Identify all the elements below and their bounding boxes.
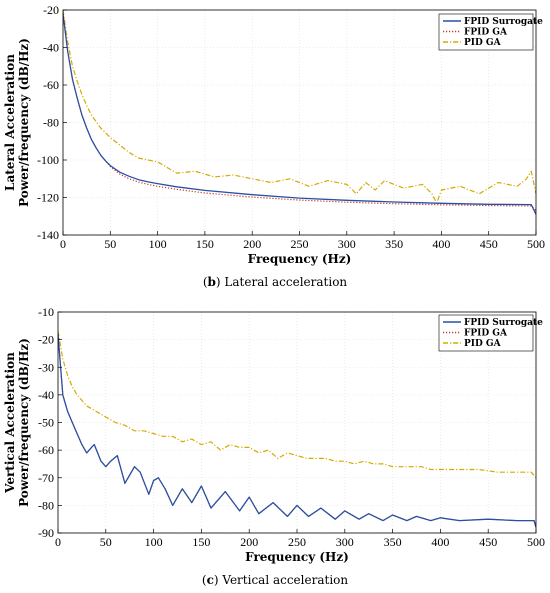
x-tick-label: 300 (336, 535, 354, 549)
legend-entry: FPID Surrogate (464, 17, 543, 27)
legend-box (438, 314, 534, 352)
y-tick-label: -20 (43, 3, 59, 17)
caption-letter: c (207, 573, 214, 587)
series-line-pid-ga (63, 10, 536, 204)
x-tick-label: 400 (431, 535, 449, 549)
y-tick-label: -50 (38, 416, 54, 430)
x-tick-label: 200 (243, 237, 261, 251)
caption-paren-open: ( (203, 275, 208, 289)
legend-box (438, 13, 534, 51)
y-axis-label: Power/frequency (dB/Hz) (17, 338, 31, 507)
y-tick-label: -40 (38, 388, 54, 402)
series-group (63, 10, 536, 215)
y-tick-label: -10 (38, 305, 54, 319)
y-tick-label: -60 (43, 78, 59, 92)
y-tick-label: -140 (37, 228, 59, 242)
y-tick-label: -20 (38, 333, 54, 347)
y-tick-label: -120 (37, 191, 59, 205)
y-tick-label: -60 (38, 443, 54, 457)
caption-text: Lateral acceleration (224, 275, 347, 289)
series-line-pid-ga (58, 331, 536, 479)
legend-entry: PID GA (464, 339, 502, 349)
series-line-fpid-surrogate (63, 13, 536, 215)
vertical-acceleration-chart: 0 50 100 150 200 250 300 350 400 450 500 -90 -80 -70 -… (3, 305, 545, 587)
x-tick-label: 300 (338, 237, 356, 251)
x-tick-label: 450 (480, 237, 498, 251)
x-tick-label: 350 (384, 535, 402, 549)
y-tick-label: -70 (38, 471, 54, 485)
y-tick-label: -90 (38, 526, 54, 540)
x-tick-label: 450 (479, 535, 497, 549)
legend-entry: FPID GA (464, 329, 508, 339)
x-axis-label: Frequency (Hz) (245, 550, 349, 564)
x-tick-label: 500 (527, 237, 545, 251)
y-axis-label: Power/frequency (dB/Hz) (17, 38, 31, 207)
figure-caption: (c) Vertical acceleration (202, 573, 349, 587)
x-tick-label: 100 (145, 535, 163, 549)
legend-entry: FPID Surrogate (464, 318, 543, 328)
y-tick-label: -100 (37, 153, 59, 167)
x-tick-label: 250 (288, 535, 306, 549)
legend-entry: PID GA (464, 38, 502, 48)
y-tick-label: -40 (43, 41, 59, 55)
x-tick-label: 400 (432, 237, 450, 251)
x-tick-label: 0 (60, 237, 66, 251)
caption-letter: b (208, 275, 216, 289)
caption-paren-open: ( (202, 573, 207, 587)
caption-text: Vertical acceleration (221, 573, 348, 587)
caption-paren-close: ) (216, 275, 225, 289)
y-tick-label: -80 (43, 116, 59, 130)
x-tick-label: 500 (527, 535, 545, 549)
series-group (58, 331, 536, 528)
series-line-fpid-surrogate (58, 334, 536, 528)
x-tick-label: 350 (385, 237, 403, 251)
y-axis-label: Vertical Acceleration (3, 352, 17, 494)
x-tick-label: 150 (196, 237, 214, 251)
y-tick-label: -80 (38, 498, 54, 512)
y-axis-label: Lateral Acceleration (3, 54, 17, 191)
caption-paren-close: ) (214, 573, 223, 587)
figure-caption: (b) Lateral acceleration (203, 275, 348, 289)
x-tick-label: 50 (104, 237, 116, 251)
x-tick-label: 0 (55, 535, 61, 549)
x-axis-label: Frequency (Hz) (248, 252, 352, 266)
x-tick-label: 200 (240, 535, 258, 549)
lateral-acceleration-chart: 0 50 100 150 200 250 300 350 400 450 500 -140 -120 -1… (3, 3, 545, 289)
x-tick-label: 100 (149, 237, 167, 251)
x-tick-label: 250 (291, 237, 309, 251)
y-tick-label: -30 (38, 360, 54, 374)
x-tick-label: 150 (192, 535, 210, 549)
legend-entry: FPID GA (464, 28, 508, 38)
x-tick-label: 50 (100, 535, 112, 549)
